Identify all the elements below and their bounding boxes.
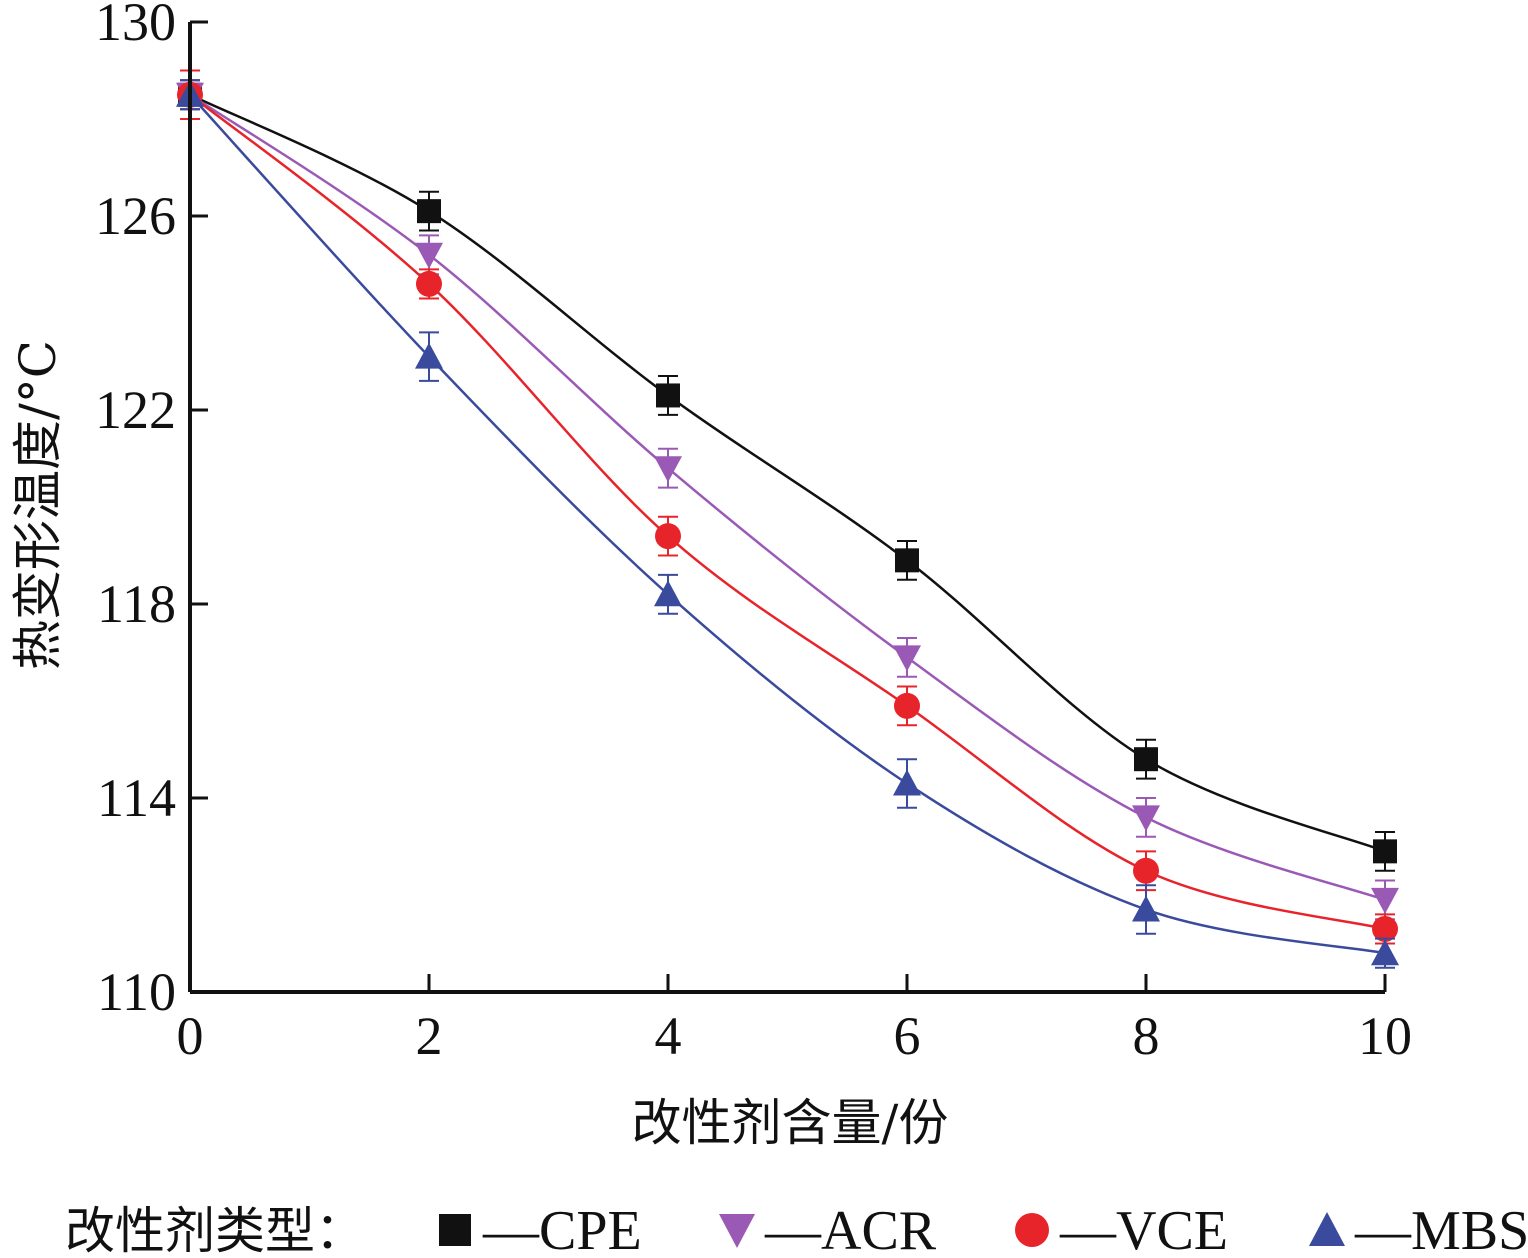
y-tick-label: 110 [97,962,176,1022]
legend-marker [1309,1212,1345,1246]
plot-area [176,69,1399,969]
data-point [893,645,921,672]
series-line [189,93,1386,902]
legend-label: —VCE [1059,1200,1228,1258]
series-2 [177,69,1398,945]
legend-marker [439,1214,471,1246]
data-point [415,342,443,369]
x-tick-label: 8 [1133,1006,1160,1066]
y-tick-label: 130 [95,0,176,52]
x-tick-label: 6 [894,1006,921,1066]
data-point [893,769,921,796]
x-tick-label: 0 [177,1006,204,1066]
legend-marker [719,1214,755,1248]
data-point [895,548,919,573]
data-point [1373,839,1397,864]
legend-label: —CPE [482,1200,642,1258]
series-line [189,93,1386,955]
y-axis-title: 热变形温度/°C [9,340,67,670]
data-point [1133,857,1159,884]
series-0 [178,79,1397,872]
data-point [655,523,681,550]
data-point [656,383,680,408]
legend-label: —MBS [1354,1200,1528,1258]
data-point [1371,939,1399,966]
legend-marker [1015,1213,1049,1247]
series-3 [176,79,1399,969]
data-point [1371,887,1399,914]
x-tick-label: 10 [1358,1006,1412,1066]
data-point [415,242,443,269]
data-point [417,199,441,224]
y-tick-label: 126 [95,186,176,246]
data-point [654,580,682,607]
y-tick-label: 118 [97,574,176,634]
x-tick-label: 2 [416,1006,443,1066]
data-point [416,270,442,297]
axes: 110 114 118 122 126 130 0 2 4 6 8 10 [95,0,1412,1066]
y-tick-label: 122 [95,380,176,440]
data-point [894,692,920,719]
legend-prefix: 改性剂类型： [65,1202,365,1258]
legend-label: —ACR [764,1200,937,1258]
data-point [1134,747,1158,772]
x-axis-title: 改性剂含量/份 [632,1094,949,1152]
legend: 改性剂类型： —CPE —ACR —VCE —MBS [65,1200,1528,1258]
data-point [1372,915,1398,942]
series-line [189,93,1386,853]
data-point [1132,895,1160,922]
x-tick-label: 4 [655,1006,682,1066]
y-tick-label: 114 [97,768,176,828]
series-line [189,93,1386,931]
data-point [654,456,682,483]
data-point [1132,805,1160,832]
